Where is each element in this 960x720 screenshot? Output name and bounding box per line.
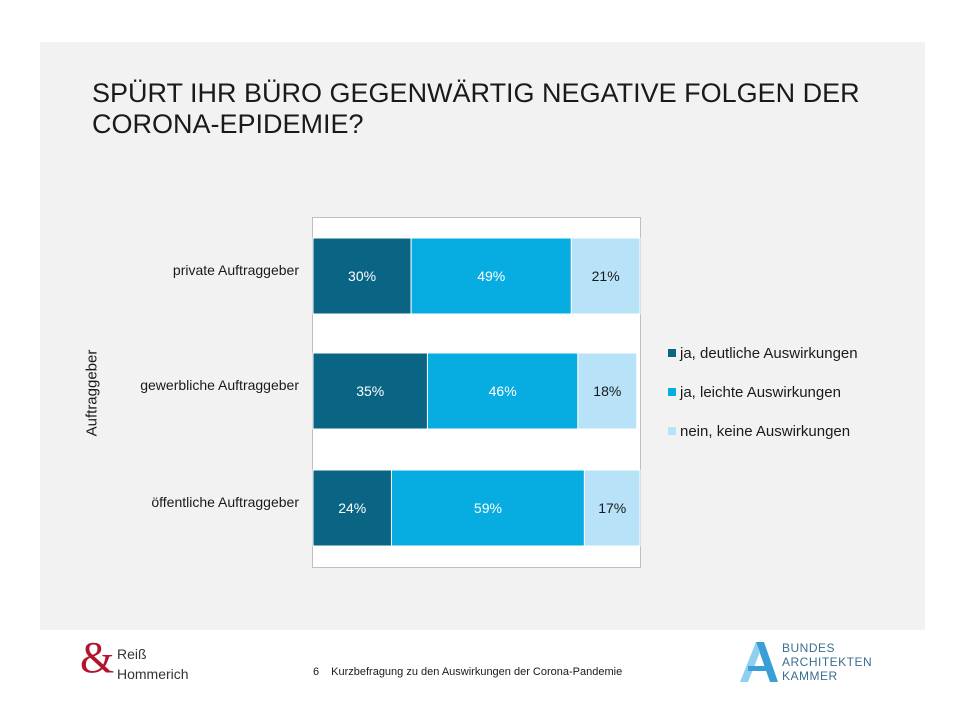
chart-legend: ja, deutliche Auswirkungen ja, leichte Au… (668, 342, 858, 459)
legend-label: nein, keine Auswirkungen (680, 422, 851, 440)
bundesarchitektenkammer-logo: BUNDES ARCHITEKTEN KAMMER (738, 640, 898, 684)
legend-swatch (668, 427, 676, 435)
data-label: 30% (348, 268, 376, 284)
title-line-2: CORONA-EPIDEMIE? (92, 109, 364, 139)
legend-item: ja, deutliche Auswirkungen (668, 342, 858, 364)
slide-title: SPÜRT IHR BÜRO GEGENWÄRTIG NEGATIVE FOLG… (92, 78, 892, 140)
footer-caption: 6 Kurzbefragung zu den Auswirkungen der C… (313, 666, 622, 678)
bak-line-3: KAMMER (782, 669, 838, 683)
reiss-hommerich-logo: & Reiß Hommerich (80, 636, 200, 686)
bar-segment (583, 469, 641, 547)
bar-segment (312, 469, 392, 547)
title-line-1: SPÜRT IHR BÜRO GEGENWÄRTIG NEGATIVE FOLG… (92, 78, 860, 108)
bak-line-2: ARCHITEKTEN (782, 655, 873, 669)
data-label: 18% (593, 383, 621, 399)
legend-item: ja, leichte Auswirkungen (668, 381, 858, 403)
logo-line-hommerich: Hommerich (117, 666, 189, 682)
bar-segment (570, 237, 641, 315)
legend-label: ja, deutliche Auswirkungen (680, 344, 858, 362)
bar-segment (390, 469, 585, 547)
page-number: 6 (313, 666, 320, 678)
data-label: 46% (489, 383, 517, 399)
ampersand-logo-mark: & (80, 633, 115, 682)
legend-swatch (668, 349, 676, 357)
bar-segment (312, 352, 428, 430)
logo-line-reiss: Reiß (117, 646, 147, 662)
data-label: 21% (592, 268, 620, 284)
legend-item: nein, keine Auswirkungen (668, 420, 858, 442)
bar-segment (577, 352, 638, 430)
data-label: 24% (338, 500, 366, 516)
data-label: 17% (598, 500, 626, 516)
data-label: 59% (474, 500, 502, 516)
bak-line-1: BUNDES (782, 641, 836, 655)
legend-label: ja, leichte Auswirkungen (680, 383, 841, 401)
bak-a-icon (740, 642, 778, 682)
bar-segment (426, 352, 579, 430)
bar-segment (312, 237, 412, 315)
category-label: öffentliche Auftraggeber (151, 494, 299, 510)
legend-swatch (668, 388, 676, 396)
data-label: 35% (356, 383, 384, 399)
data-label: 49% (477, 268, 505, 284)
footer-caption-text: Kurzbefragung zu den Auswirkungen der Co… (331, 666, 623, 678)
category-label: gewerbliche Auftraggeber (140, 377, 299, 393)
category-label: private Auftraggeber (173, 262, 299, 278)
